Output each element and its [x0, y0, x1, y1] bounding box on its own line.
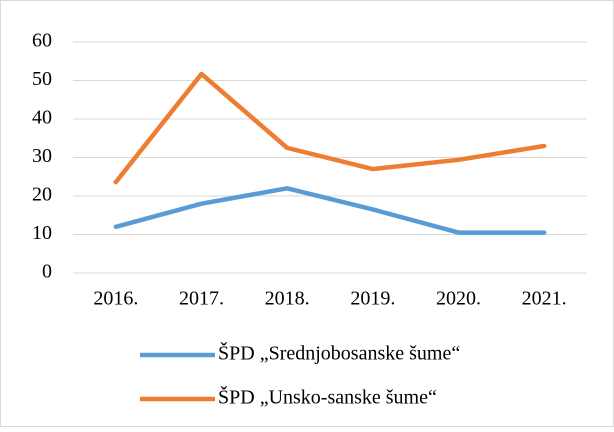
y-tick-label: 60	[32, 30, 52, 52]
y-tick-label: 30	[32, 145, 52, 167]
x-tick-label: 2019.	[350, 288, 395, 310]
x-tick-label: 2020.	[436, 288, 481, 310]
x-tick-label: 2021.	[522, 288, 567, 310]
y-tick-label: 40	[32, 107, 52, 129]
x-tick-label: 2018.	[265, 288, 310, 310]
data-line	[113, 186, 547, 235]
y-tick-label: 50	[32, 68, 52, 90]
y-tick-label: 10	[32, 222, 52, 244]
legend-label: ŠPD „Srednjobosanske šume“	[218, 341, 460, 365]
x-tick-label: 2016.	[93, 288, 138, 310]
x-tick-label: 2017.	[179, 288, 224, 310]
y-tick-label: 20	[32, 184, 52, 206]
legend-label: ŠPD „Unsko-sanske šume“	[218, 385, 437, 409]
y-tick-label: 0	[42, 261, 52, 283]
data-line	[113, 71, 547, 185]
